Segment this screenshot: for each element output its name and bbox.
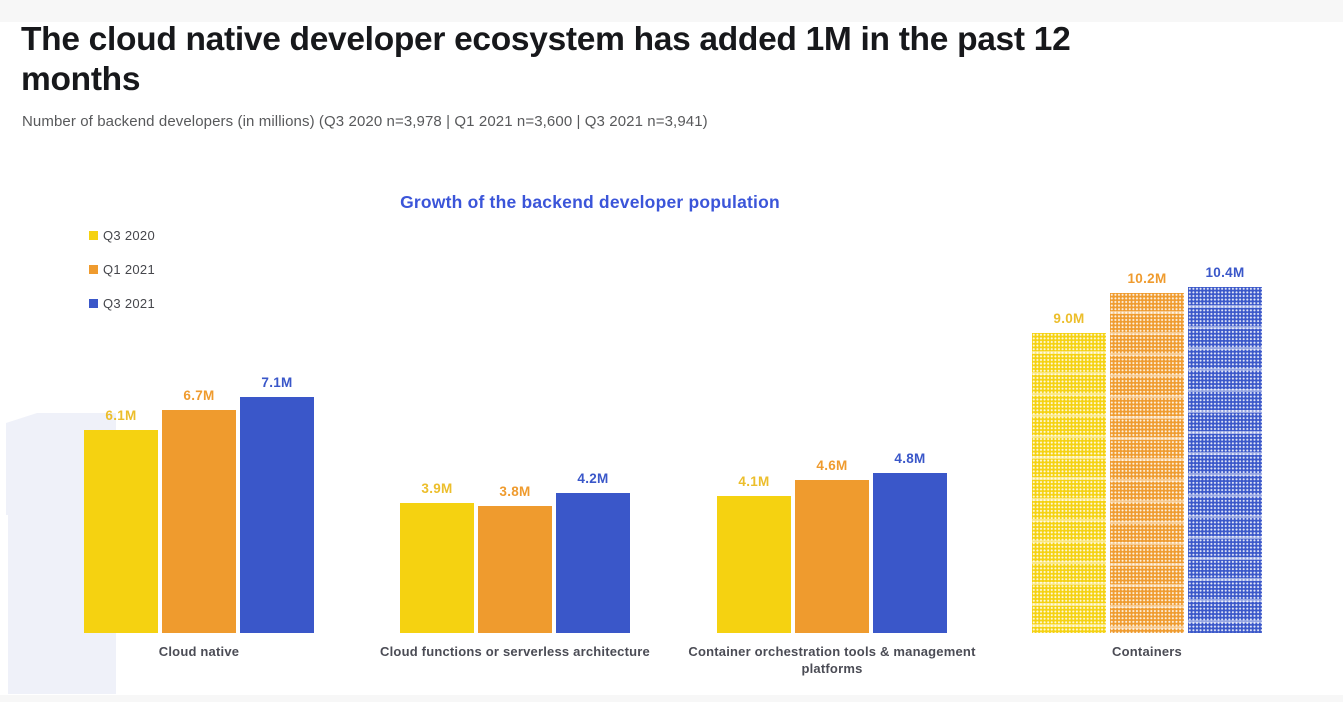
bar-containers-q1-2021 xyxy=(1110,293,1184,633)
bar-container-orchestration-tools-management-platforms-q1-2021 xyxy=(795,480,869,633)
legend-label-q3-2021: Q3 2021 xyxy=(103,296,155,311)
category-label-cloud-functions-or-serverless-architecture: Cloud functions or serverless architectu… xyxy=(380,644,650,659)
bar-cloud-functions-or-serverless-architecture-q3-2021 xyxy=(556,493,630,633)
value-label-containers-q1-2021: 10.2M xyxy=(1127,271,1167,286)
bar-containers-q3-2020 xyxy=(1032,333,1106,633)
legend-item-q3-2021: Q3 2021 xyxy=(89,296,155,311)
legend-swatch-q3-2020 xyxy=(89,231,98,240)
bar-container-orchestration-tools-management-platforms-q3-2021 xyxy=(873,473,947,633)
legend-swatch-q3-2021 xyxy=(89,299,98,308)
legend-label-q1-2021: Q1 2021 xyxy=(103,262,155,277)
legend-swatch-q1-2021 xyxy=(89,265,98,274)
page-title-line1: The cloud native developer ecosystem has… xyxy=(21,21,1071,58)
bar-cloud-native-q3-2020 xyxy=(84,430,158,633)
plot-area: 6.1M 6.7M 7.1M Cloud native 3.9M 3.8M 4.2M Clou… xyxy=(0,260,1343,676)
value-label-container-orchestration-tools-management-platforms-q3-2021: 4.8M xyxy=(894,451,926,466)
value-label-container-orchestration-tools-management-platforms-q3-2020: 4.1M xyxy=(738,474,770,489)
value-label-containers-q3-2020: 9.0M xyxy=(1053,311,1085,326)
value-label-containers-q3-2021: 10.4M xyxy=(1205,265,1245,280)
bar-cloud-functions-or-serverless-architecture-q3-2020 xyxy=(400,503,474,633)
bar-container-orchestration-tools-management-platforms-q3-2020 xyxy=(717,496,791,633)
page-title-line2: months xyxy=(21,61,141,98)
value-label-cloud-native-q3-2021: 7.1M xyxy=(261,375,293,390)
category-label-container-orchestration-tools-management-platforms: Container orchestration tools & manageme… xyxy=(688,644,976,676)
legend-item-q1-2021: Q1 2021 xyxy=(89,262,155,277)
bar-cloud-native-q3-2021 xyxy=(240,397,314,633)
bar-cloud-native-q1-2021 xyxy=(162,410,236,633)
bottom-strip xyxy=(0,695,1343,702)
page-subtitle: Number of backend developers (in million… xyxy=(22,113,708,130)
category-label-cloud-native: Cloud native xyxy=(158,644,240,659)
legend-label-q3-2020: Q3 2020 xyxy=(103,228,155,243)
value-label-cloud-functions-or-serverless-architecture-q1-2021: 3.8M xyxy=(499,484,531,499)
chart-title: Growth of the backend developer populati… xyxy=(400,192,780,212)
category-label-containers: Containers xyxy=(1112,644,1182,659)
value-label-cloud-native-q1-2021: 6.7M xyxy=(183,388,215,403)
top-strip xyxy=(0,0,1343,22)
legend: Q3 2020 Q1 2021 Q3 2021 xyxy=(89,228,155,331)
legend-item-q3-2020: Q3 2020 xyxy=(89,228,155,243)
bar-containers-q3-2021 xyxy=(1188,287,1262,633)
value-label-cloud-native-q3-2020: 6.1M xyxy=(105,408,137,423)
bar-cloud-functions-or-serverless-architecture-q1-2021 xyxy=(478,506,552,633)
value-label-cloud-functions-or-serverless-architecture-q3-2021: 4.2M xyxy=(577,471,609,486)
value-label-container-orchestration-tools-management-platforms-q1-2021: 4.6M xyxy=(816,458,848,473)
value-label-cloud-functions-or-serverless-architecture-q3-2020: 3.9M xyxy=(421,481,453,496)
page-title: The cloud native developer ecosystem has… xyxy=(21,20,1331,100)
